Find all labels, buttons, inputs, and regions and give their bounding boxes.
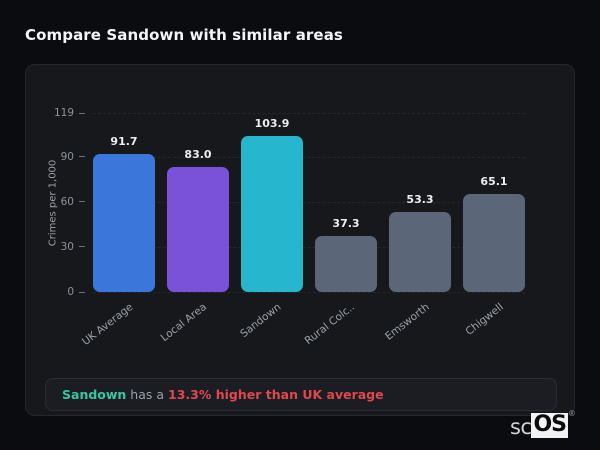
y-axis-tick: 60 bbox=[25, 195, 85, 208]
x-axis-label: Rural Colc.. bbox=[303, 301, 358, 348]
gridline bbox=[93, 156, 525, 158]
x-axis-label: Sandown bbox=[238, 301, 284, 341]
note-area-name: Sandown bbox=[62, 387, 127, 402]
summary-note: Sandown has a 13.3% higher than UK avera… bbox=[45, 378, 557, 411]
y-axis-tick-label: 30 bbox=[60, 240, 74, 253]
note-highlight-text: 13.3% higher than UK average bbox=[168, 387, 384, 402]
y-axis-tick-label: 60 bbox=[60, 195, 74, 208]
bar-uk-average[interactable] bbox=[93, 154, 155, 292]
note-middle-text: has a bbox=[126, 387, 169, 402]
bar-sandown[interactable] bbox=[241, 135, 303, 292]
bar-local-area[interactable] bbox=[167, 167, 229, 292]
gridline bbox=[93, 292, 525, 293]
bar-value-label: 91.7 bbox=[110, 135, 138, 149]
logo-prefix: sc bbox=[509, 415, 532, 439]
y-axis-tick: 30 bbox=[25, 242, 85, 252]
logo-chip: OS bbox=[531, 412, 568, 438]
page-title: Compare Sandown with similar areas bbox=[25, 26, 343, 44]
bar-rural-colc[interactable] bbox=[315, 235, 377, 292]
scos-logo: sc OS ® bbox=[509, 409, 576, 439]
bar-chart: Crimes per 1,000 0 30 60 90 119 91.7 UK Averag… bbox=[48, 108, 525, 348]
gridline bbox=[93, 201, 525, 203]
x-axis-label: UK Average bbox=[79, 301, 136, 349]
gridline bbox=[93, 113, 525, 114]
bar-value-label: 53.3 bbox=[406, 192, 434, 206]
y-axis-tick-mark bbox=[79, 201, 85, 203]
y-axis-tick-mark bbox=[79, 156, 85, 158]
x-axis-label: Chigwell bbox=[462, 301, 506, 338]
y-axis-tick-mark bbox=[79, 246, 85, 248]
gridline bbox=[93, 246, 525, 248]
bar-chigwell[interactable] bbox=[463, 194, 525, 292]
y-axis-tick-label: 0 bbox=[67, 286, 74, 298]
bar-emsworth[interactable] bbox=[389, 211, 451, 292]
x-axis-label: Emsworth bbox=[382, 301, 432, 343]
y-axis-tick-label: 119 bbox=[53, 107, 74, 119]
y-axis-tick-label: 90 bbox=[60, 150, 74, 163]
bar-value-label: 103.9 bbox=[254, 116, 290, 130]
chart-card: Crimes per 1,000 0 30 60 90 119 91.7 UK Averag… bbox=[25, 64, 575, 416]
y-axis-tick: 119 bbox=[25, 108, 85, 118]
bar-value-label: 37.3 bbox=[332, 216, 360, 230]
y-axis-tick: 90 bbox=[25, 150, 85, 163]
y-axis-tick-mark bbox=[79, 112, 85, 114]
bar-value-label: 83.0 bbox=[184, 148, 212, 162]
bar-value-label: 65.1 bbox=[480, 175, 508, 189]
y-axis-tick-mark bbox=[79, 291, 85, 293]
x-axis-label: Local Area bbox=[158, 301, 210, 345]
registered-mark-icon: ® bbox=[568, 409, 576, 418]
y-axis-tick: 0 bbox=[25, 287, 85, 297]
